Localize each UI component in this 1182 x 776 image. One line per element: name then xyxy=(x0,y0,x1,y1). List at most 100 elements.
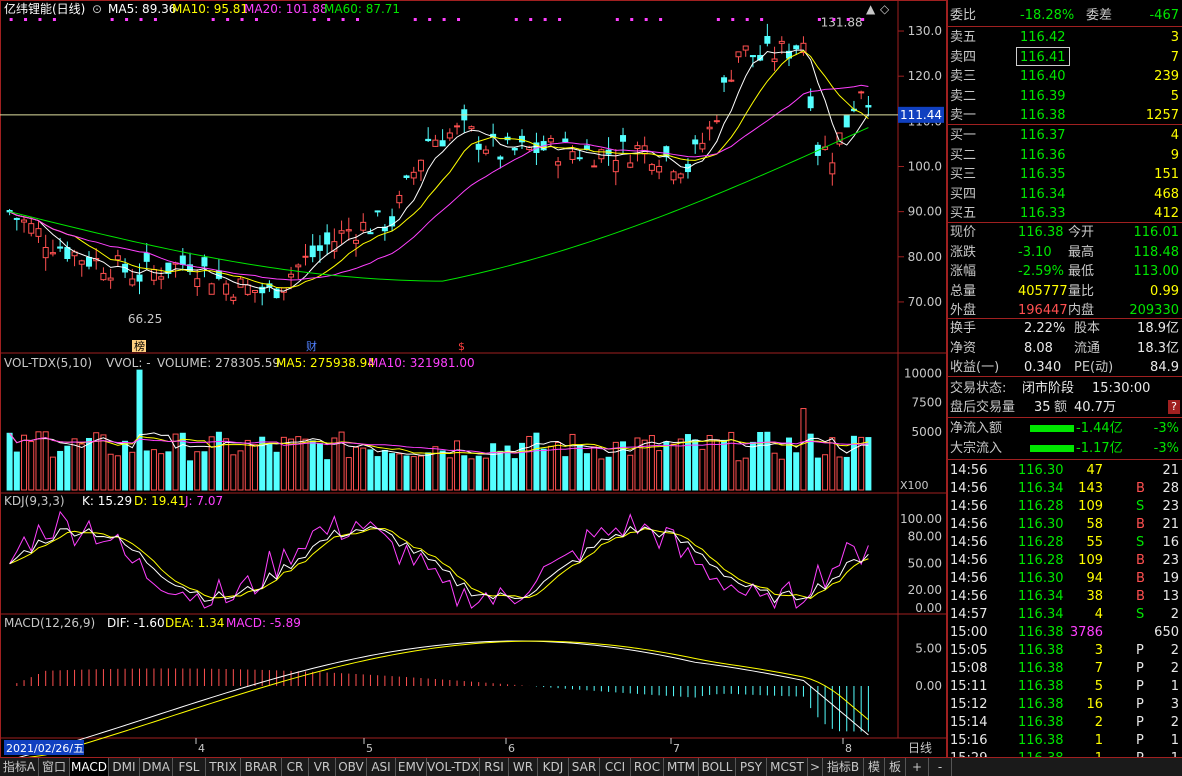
quote-text: 卖四 xyxy=(950,49,977,65)
quote-text: 2 xyxy=(1170,715,1179,730)
tab-1[interactable]: 窗口 xyxy=(39,758,70,776)
signal-dot xyxy=(615,18,619,21)
quote-text: 14:56 xyxy=(950,553,988,568)
candle-body xyxy=(309,245,316,258)
tab-3[interactable]: DMI xyxy=(109,758,140,776)
quote-text: 151 xyxy=(1154,167,1179,182)
volume-bar xyxy=(288,438,295,491)
tab-16[interactable]: KDJ xyxy=(538,758,569,776)
quote-text: 116.33 xyxy=(1020,206,1066,221)
quote-text: 116.42 xyxy=(1020,30,1066,45)
quote-text: 15:08 xyxy=(950,661,988,676)
tab-25[interactable]: 指标B xyxy=(823,758,864,776)
candle-body xyxy=(518,135,525,143)
price-tag-bg xyxy=(898,106,944,123)
signal-dot xyxy=(327,18,331,21)
tab-23[interactable]: MCST xyxy=(767,758,808,776)
tab-19[interactable]: ROC xyxy=(631,758,664,776)
ma60-label: MA60: 87.71 xyxy=(324,2,400,16)
candle-body xyxy=(757,55,764,61)
help-icon[interactable]: ? xyxy=(1168,400,1180,414)
candle-body xyxy=(417,159,424,172)
quote-text: -1.44亿 xyxy=(1076,421,1123,436)
quote-text: 116.40 xyxy=(1020,69,1066,84)
stat-row: 总量 405777 量比 0.99 xyxy=(948,282,1182,301)
tab-27[interactable]: 板 xyxy=(885,758,906,776)
ma5-label: MA5: 89.36 xyxy=(108,2,176,16)
tick-row: 15:08 116.38 7 P 2 xyxy=(948,659,1182,678)
volume-bar xyxy=(172,433,179,491)
tab-0[interactable]: 指标A xyxy=(0,758,39,776)
volume-bar xyxy=(266,444,273,491)
date-month-label: 8 xyxy=(845,742,852,755)
bid-row: 买二 116.36 9 xyxy=(948,146,1182,165)
candle-body xyxy=(468,126,475,130)
tab-10[interactable]: OBV xyxy=(336,758,367,776)
tick-row: 14:56 116.28 55 S 16 xyxy=(948,533,1182,552)
quote-text: 涨幅 xyxy=(950,264,977,279)
tab-9[interactable]: VR xyxy=(309,758,336,776)
signal-dot xyxy=(716,18,720,21)
quote-text: 0.340 xyxy=(1024,360,1062,375)
tab-7[interactable]: BRAR xyxy=(241,758,282,776)
volume-bar xyxy=(432,446,439,491)
tab-22[interactable]: PSY xyxy=(736,758,767,776)
divider xyxy=(948,376,1182,377)
quote-text: S xyxy=(1136,535,1145,550)
candle-body xyxy=(569,151,576,160)
tab-4[interactable]: DMA xyxy=(140,758,173,776)
volume-bar xyxy=(215,431,222,491)
macd-dif-line xyxy=(14,640,869,758)
candle-body xyxy=(324,232,331,245)
quote-text: 股本 xyxy=(1074,321,1101,336)
tab-24[interactable]: > xyxy=(808,758,823,776)
tab-5[interactable]: FSL xyxy=(173,758,206,776)
quote-text: 23 xyxy=(1162,553,1179,568)
kdj-d-line xyxy=(9,528,869,599)
tab-17[interactable]: SAR xyxy=(569,758,600,776)
candle-body xyxy=(807,96,814,109)
kdj-tick-label: 100.00 xyxy=(900,512,942,526)
quote-text: 116.30 xyxy=(1018,517,1064,532)
tick-row: 15:11 116.38 5 P 1 xyxy=(948,677,1182,696)
quote-text: 卖一 xyxy=(950,108,977,123)
macd-dif: DIF: -1.60 xyxy=(107,616,165,630)
bid-row: 买三 116.35 151 xyxy=(948,165,1182,184)
tab-13[interactable]: VOL-TDX xyxy=(427,758,480,776)
tab-6[interactable]: TRIX xyxy=(206,758,241,776)
volume-bar xyxy=(403,455,410,491)
tab-8[interactable]: CR xyxy=(282,758,309,776)
flow-row: 大宗流入 -1.17亿 -3% xyxy=(948,439,1182,458)
quote-text: 3 xyxy=(1170,30,1179,45)
quote-text: 盘后交易量 xyxy=(950,400,1016,415)
tab-11[interactable]: ASI xyxy=(367,758,396,776)
ask-row: 卖三 116.40 239 xyxy=(948,67,1182,86)
quote-text: 18.9亿 xyxy=(1137,321,1179,336)
quote-text: P xyxy=(1136,715,1144,730)
tab-15[interactable]: WR xyxy=(509,758,538,776)
tab-21[interactable]: BOLL xyxy=(699,758,736,776)
tab-12[interactable]: EMV xyxy=(396,758,427,776)
tab-2[interactable]: MACD xyxy=(70,758,109,776)
quote-text: 14:56 xyxy=(950,589,988,604)
tab-20[interactable]: MTM xyxy=(664,758,699,776)
quote-text: 116.38 xyxy=(1018,715,1064,730)
tab-18[interactable]: CCI xyxy=(600,758,631,776)
tab-29[interactable]: - xyxy=(929,758,952,776)
kline-chart-area[interactable]: 130.0120.0110.0100.090.0080.0070.00111.4… xyxy=(0,0,947,758)
volume-bar xyxy=(374,456,381,491)
volume-bar xyxy=(814,457,821,491)
volume-bar xyxy=(829,437,836,491)
quote-text: 0.99 xyxy=(1150,283,1179,299)
quote-text: 2 xyxy=(1170,607,1179,622)
candle-body xyxy=(403,175,410,178)
macd-dea: DEA: 1.34 xyxy=(165,616,224,630)
tab-26[interactable]: 模 xyxy=(864,758,885,776)
volume-bar xyxy=(331,437,338,491)
vol-ma20-line xyxy=(9,432,869,454)
quote-text: 18.3亿 xyxy=(1137,340,1179,356)
volume-bar xyxy=(417,455,424,491)
quote-text: 116.38 xyxy=(1018,697,1064,712)
tab-28[interactable]: + xyxy=(906,758,929,776)
tab-14[interactable]: RSI xyxy=(480,758,509,776)
